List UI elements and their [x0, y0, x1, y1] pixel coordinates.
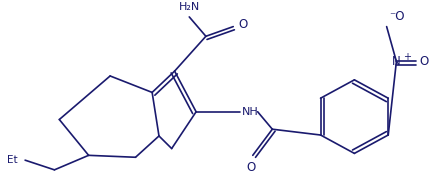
Text: NH: NH — [242, 107, 259, 117]
Text: O: O — [420, 55, 429, 68]
Text: ⁻O: ⁻O — [390, 10, 405, 23]
Text: O: O — [238, 18, 247, 31]
Text: Et: Et — [7, 155, 17, 165]
Text: H₂N: H₂N — [178, 2, 200, 12]
Text: O: O — [246, 161, 255, 174]
Text: +: + — [403, 52, 411, 62]
Text: N: N — [392, 55, 401, 68]
